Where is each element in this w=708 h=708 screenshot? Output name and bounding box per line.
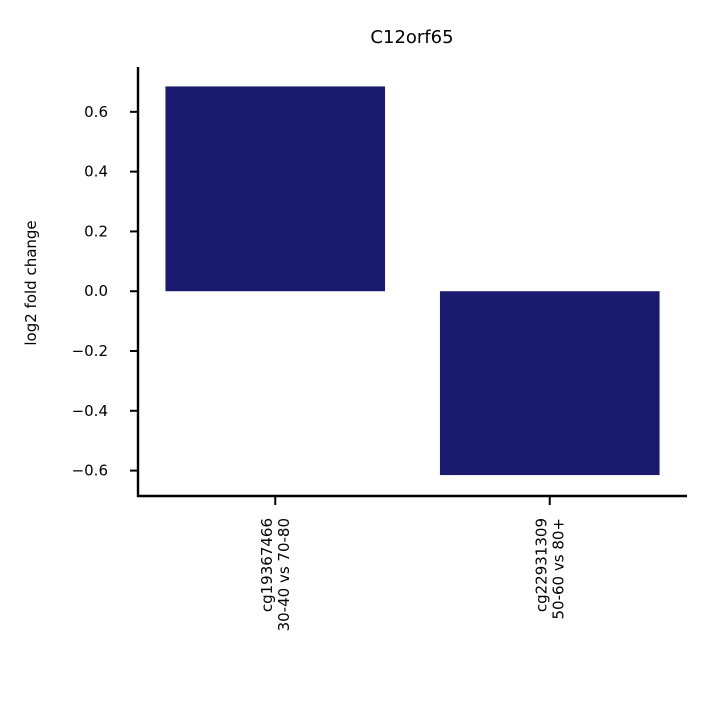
x-tick-label: cg19367466 30-40 vs 70-80 <box>258 518 293 631</box>
y-tick-label: −0.2 <box>72 342 108 360</box>
x-tick-label-line: 30-40 vs 70-80 <box>275 518 293 631</box>
bar-1 <box>165 86 386 292</box>
y-tick-label: 0.4 <box>84 163 108 181</box>
y-tick-label: 0.0 <box>84 282 108 300</box>
x-tick-label: cg22931309 50-60 vs 80+ <box>532 518 567 619</box>
x-tick-label-line: 50-60 vs 80+ <box>549 518 567 619</box>
y-tick-label: 0.2 <box>84 222 108 240</box>
x-ticks-layer: cg19367466 30-40 vs 70-80 cg22931309 50-60 … <box>258 496 567 631</box>
y-tick-label: −0.6 <box>72 462 108 480</box>
bars-layer <box>165 86 660 476</box>
x-tick-label-line: cg19367466 <box>258 518 276 612</box>
x-tick-label-line: cg22931309 <box>532 518 550 612</box>
chart-title: C12orf65 <box>370 27 453 48</box>
y-tick-label: −0.4 <box>72 402 108 420</box>
y-tick-label: 0.6 <box>84 103 108 121</box>
bar-2 <box>439 291 660 476</box>
y-ticks-layer: −0.6 −0.4 −0.2 0.0 0.2 0.4 0.6 <box>72 103 138 480</box>
y-axis-label: log2 fold change <box>22 220 40 345</box>
